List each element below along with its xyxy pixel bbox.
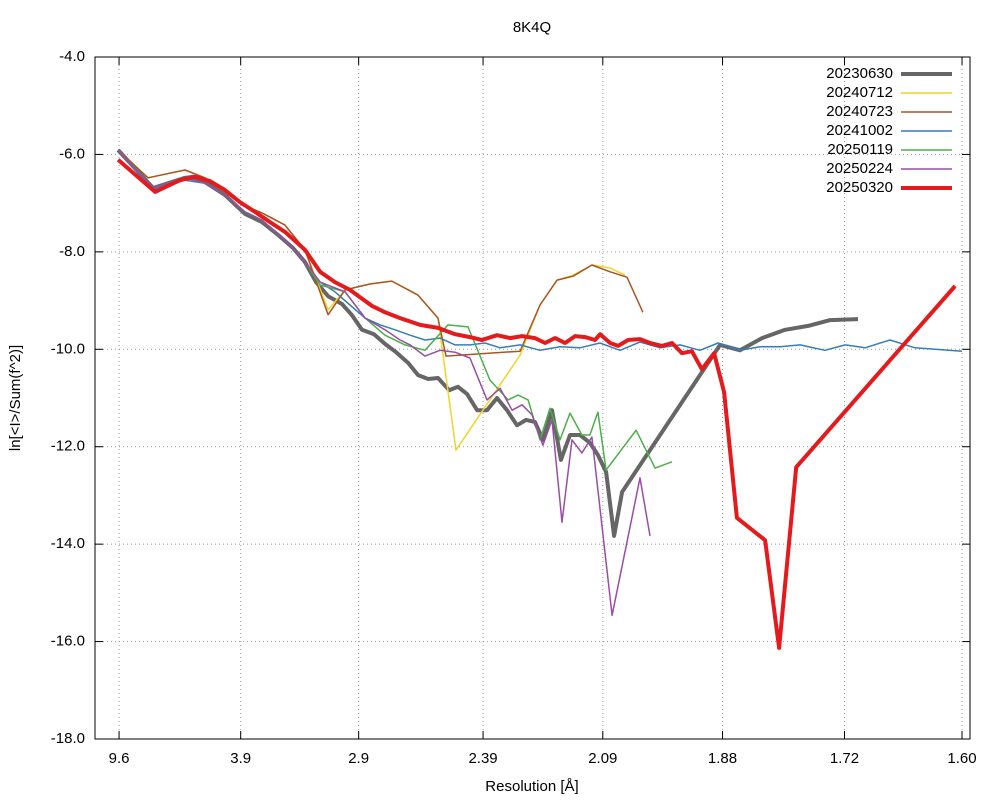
y-tick-label: -8.0	[59, 243, 85, 260]
series-line	[116, 148, 859, 538]
y-tick-label: -10.0	[51, 340, 85, 357]
legend-label: 20240712	[826, 84, 893, 101]
series-line	[117, 149, 651, 617]
legend-label: 20250224	[826, 160, 893, 177]
y-tick-label: -14.0	[51, 535, 85, 552]
series-line	[117, 149, 673, 471]
legend-label: 20250119	[827, 141, 893, 158]
x-tick-label: 1.88	[708, 750, 737, 767]
y-axis-label: ln[<I>/Sum(f^2)]	[7, 345, 24, 451]
y-tick-label: -6.0	[59, 145, 85, 162]
x-tick-label: 2.9	[348, 750, 369, 767]
x-tick-label: 9.6	[109, 750, 130, 767]
x-tick-label: 2.39	[468, 750, 497, 767]
y-tick-label: -4.0	[59, 48, 85, 65]
legend-label: 20240723	[826, 103, 893, 120]
x-tick-label: 3.9	[230, 750, 251, 767]
y-tick-label: -18.0	[51, 730, 85, 747]
series-line	[116, 158, 957, 650]
legend-label: 20241002	[826, 122, 893, 139]
x-tick-label: 2.09	[588, 750, 617, 767]
y-tick-label: -16.0	[51, 633, 85, 650]
x-tick-label: 1.60	[947, 750, 976, 767]
x-axis-label: Resolution [Å]	[485, 778, 578, 795]
y-tick-label: -12.0	[51, 438, 85, 455]
legend-label: 20250320	[826, 179, 893, 196]
chart-title: 8K4Q	[513, 19, 551, 36]
plot-frame	[94, 56, 971, 740]
series-line	[117, 149, 626, 451]
x-tick-label: 1.72	[830, 750, 859, 767]
legend-label: 20230630	[826, 65, 893, 82]
